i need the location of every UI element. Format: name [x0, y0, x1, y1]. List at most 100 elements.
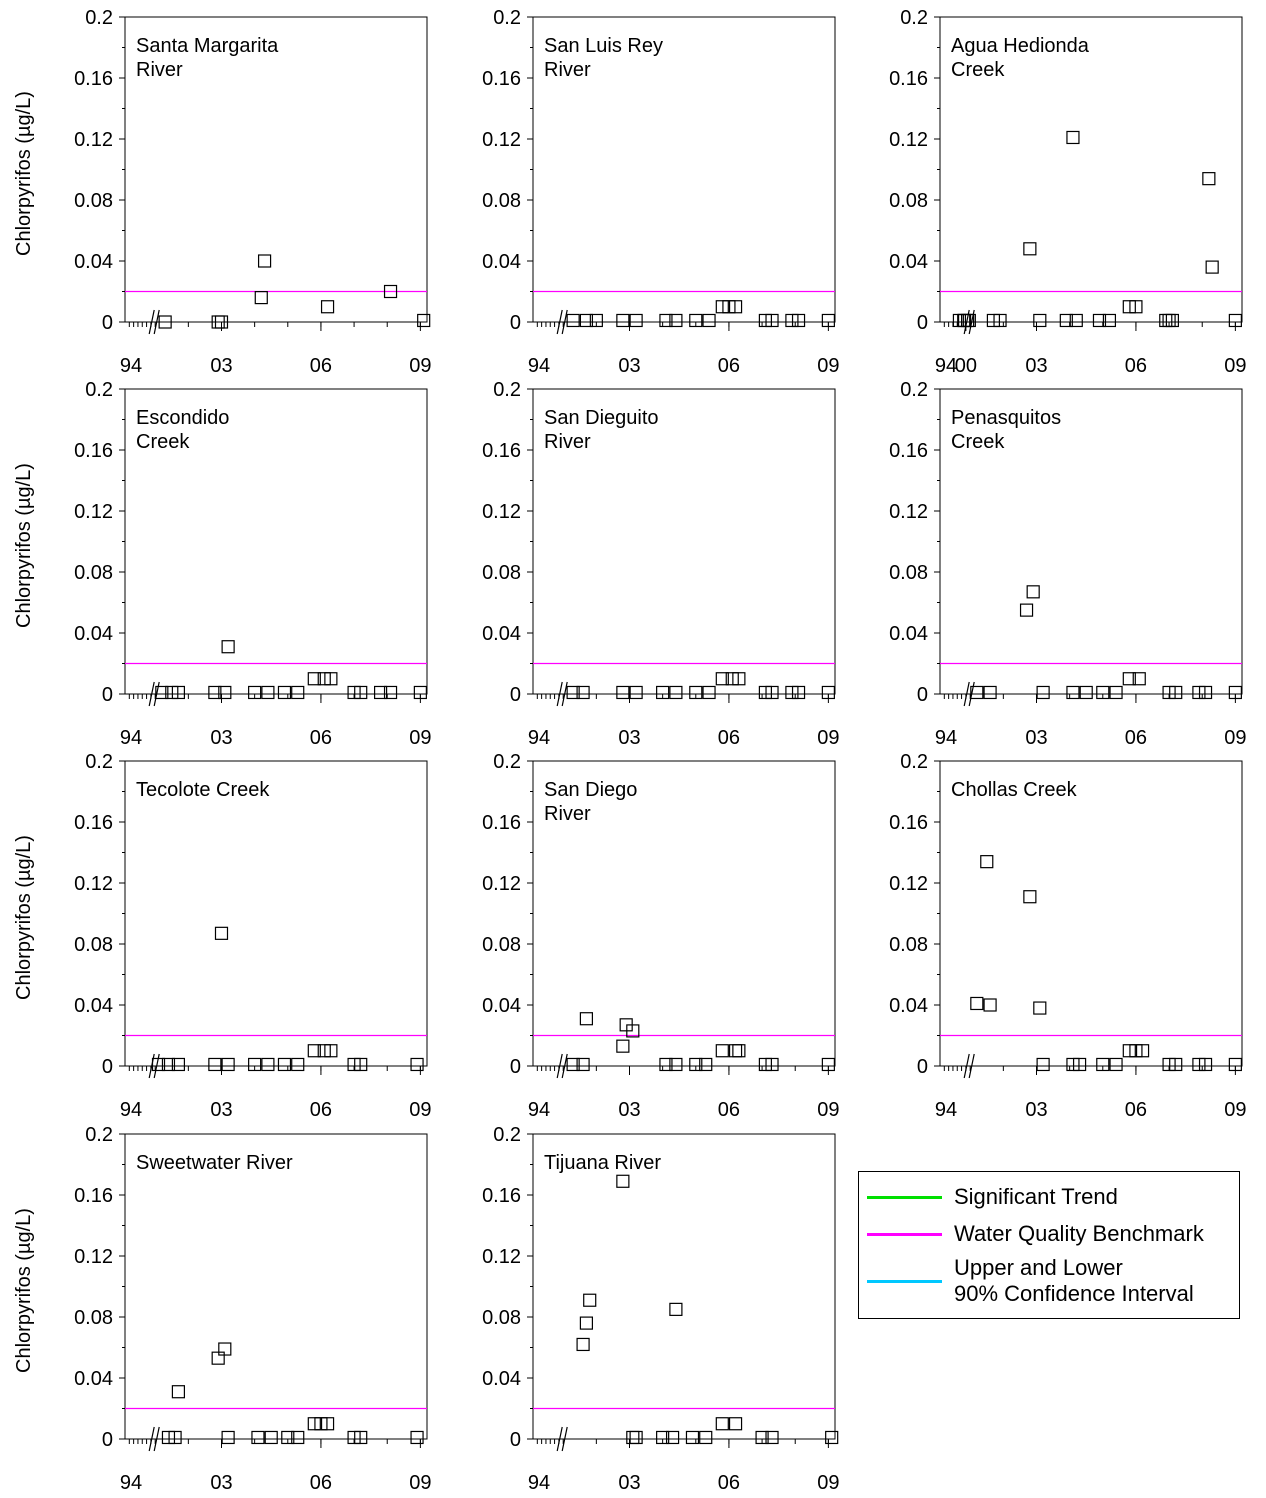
data-point	[168, 1430, 182, 1445]
plot-frame	[124, 760, 428, 1067]
data-point	[1072, 1057, 1087, 1072]
data-point	[626, 1430, 640, 1445]
y-tick-label: 0.04	[74, 1368, 113, 1390]
y-tick-label: 0	[917, 684, 928, 706]
panel-title: River	[544, 59, 591, 81]
y-tick-label: 0	[102, 1056, 113, 1078]
axis-break-mark	[148, 1426, 155, 1452]
y-tick-label: 0.16	[889, 812, 928, 834]
data-point	[264, 1430, 278, 1445]
data-point	[218, 685, 232, 700]
data-point	[347, 1430, 361, 1445]
y-tick-label: 0.12	[889, 129, 928, 151]
data-point	[579, 1012, 594, 1026]
x-tick-label: 03	[618, 1099, 640, 1121]
data-point	[254, 291, 268, 305]
data-point	[983, 998, 997, 1012]
data-point	[986, 313, 1001, 328]
data-point	[1228, 1057, 1242, 1072]
data-point	[1169, 685, 1183, 700]
y-tick-label: 0.12	[74, 1246, 113, 1268]
data-point	[354, 1057, 368, 1072]
y-tick-label: 0.2	[493, 751, 521, 773]
data-point	[410, 1057, 424, 1072]
data-point	[725, 672, 739, 686]
data-point	[821, 313, 835, 328]
data-point	[626, 1024, 640, 1038]
x-tick-label: 06	[310, 355, 332, 377]
data-point	[616, 685, 630, 700]
x-tick-label: 94	[935, 1099, 957, 1121]
y-tick-label: 0.12	[889, 501, 928, 523]
data-point	[1202, 172, 1216, 186]
y-axis-label: Chlorpyrifos (µg/L)	[13, 1208, 35, 1373]
data-point	[758, 313, 772, 328]
axis-break-mark	[148, 309, 155, 335]
data-point	[324, 672, 338, 686]
panel-title: San Diego	[544, 779, 637, 801]
chart-panel: 0 0.04 0.08 0.12 0.16 0.2 94 03 06 09 San Luis Rey…	[482, 7, 839, 377]
data-point	[257, 254, 272, 268]
data-point	[825, 1430, 839, 1445]
y-tick-label: 0.04	[74, 995, 113, 1017]
data-point	[715, 1417, 729, 1431]
x-tick-label: 06	[1125, 1099, 1147, 1121]
data-point	[791, 313, 806, 328]
axis-break-mark	[153, 309, 160, 335]
x-tick-label: 09	[409, 1099, 431, 1121]
data-point	[1122, 1044, 1136, 1058]
x-tick-label: 00	[955, 355, 977, 377]
y-tick-label: 0.12	[482, 873, 521, 895]
data-point	[1135, 1044, 1150, 1058]
data-point	[791, 685, 806, 700]
data-point	[583, 1293, 597, 1307]
y-tick-label: 0.04	[482, 251, 521, 273]
data-point	[755, 1430, 769, 1445]
panel-title: River	[136, 59, 183, 81]
data-point	[699, 1430, 713, 1445]
axis-break-mark	[561, 309, 568, 335]
data-point	[728, 1417, 743, 1431]
data-point	[347, 1057, 361, 1072]
legend-label-confidence-interval: Upper and Lower 90% Confidence Interval	[954, 1255, 1194, 1306]
x-tick-label: 03	[210, 355, 232, 377]
legend-item-significant-trend: Significant Trend	[867, 1184, 1118, 1210]
x-tick-label: 06	[310, 1472, 332, 1494]
y-tick-label: 0	[917, 1056, 928, 1078]
data-point	[291, 1430, 305, 1445]
data-point	[980, 855, 994, 869]
x-tick-label: 03	[210, 1099, 232, 1121]
data-point	[214, 315, 229, 329]
y-tick-label: 0.16	[74, 68, 113, 90]
data-point	[161, 1430, 176, 1445]
data-point	[1059, 313, 1073, 328]
data-point	[669, 313, 683, 328]
data-point	[1102, 313, 1117, 328]
y-tick-label: 0.12	[889, 873, 928, 895]
x-tick-label: 09	[817, 1472, 839, 1494]
plot-frame	[124, 1133, 428, 1440]
data-point	[689, 313, 703, 328]
x-tick-label: 06	[718, 1099, 740, 1121]
y-tick-label: 0	[510, 684, 521, 706]
x-tick-label: 94	[120, 1099, 142, 1121]
y-tick-label: 0.08	[74, 934, 113, 956]
x-tick-label: 94	[935, 727, 957, 749]
legend-label-significant-trend: Significant Trend	[954, 1184, 1118, 1209]
x-tick-label: 06	[1125, 355, 1147, 377]
x-tick-label: 03	[618, 727, 640, 749]
axis-break-mark	[968, 1053, 975, 1079]
data-point	[728, 1044, 743, 1058]
y-tick-label: 0.08	[74, 190, 113, 212]
axis-break-mark	[963, 1053, 970, 1079]
y-tick-label: 0.2	[900, 379, 928, 401]
data-point	[417, 313, 431, 328]
y-tick-label: 0.04	[482, 623, 521, 645]
data-point	[1092, 313, 1107, 328]
x-tick-label: 06	[718, 727, 740, 749]
y-tick-label: 0.16	[482, 68, 521, 90]
data-point	[689, 1057, 703, 1072]
y-tick-label: 0.12	[482, 1246, 521, 1268]
data-point	[373, 685, 388, 700]
data-point	[1132, 672, 1146, 686]
